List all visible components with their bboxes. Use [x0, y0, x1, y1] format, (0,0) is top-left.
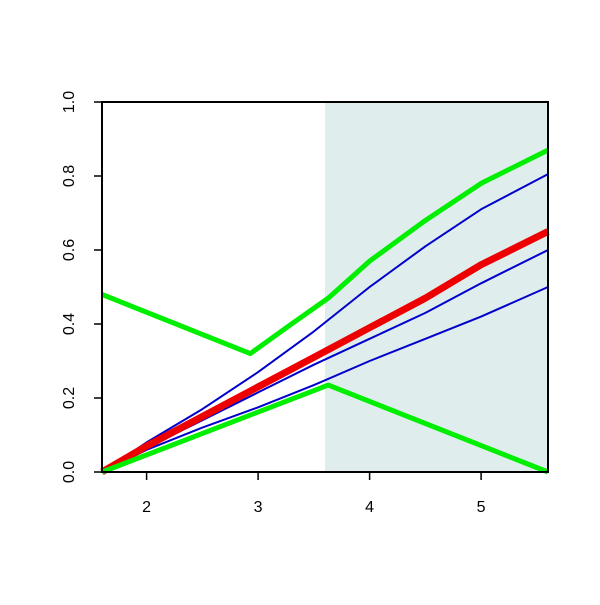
- y-tick-label: 0.6: [61, 239, 78, 261]
- y-tick-label: 0.2: [61, 387, 78, 409]
- line-series: [101, 382, 549, 475]
- line-series: [101, 173, 549, 473]
- y-tick-label: 0.8: [61, 165, 78, 187]
- line-series: [100, 228, 550, 476]
- x-tick-label: 4: [365, 499, 374, 516]
- plot-box: [101, 101, 549, 473]
- shaded-region: [325, 102, 548, 472]
- y-tick-label: 0.0: [61, 461, 78, 483]
- x-tick-label: 5: [477, 499, 486, 516]
- y-tick-label: 1.0: [61, 91, 78, 113]
- line-series: [101, 147, 550, 357]
- x-tick-label: 2: [142, 499, 151, 516]
- x-tick-label: 3: [254, 499, 263, 516]
- line-series: [101, 286, 549, 473]
- y-tick-label: 0.4: [61, 313, 78, 335]
